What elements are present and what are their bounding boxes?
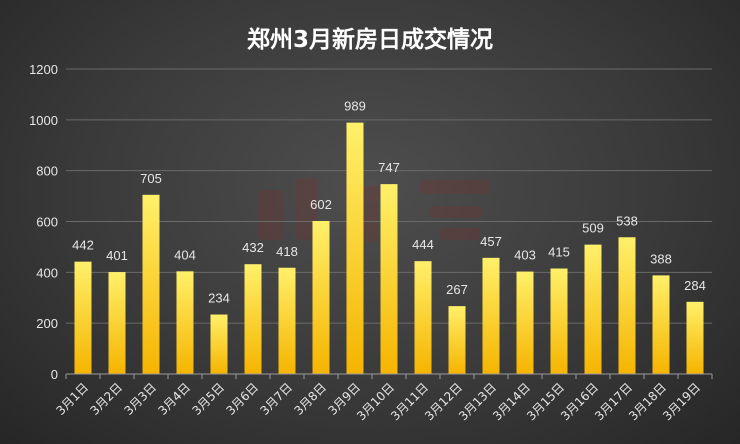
bar — [516, 271, 534, 374]
bar — [618, 237, 636, 374]
bar — [346, 122, 364, 374]
bar — [686, 301, 704, 374]
y-tick-label: 600 — [36, 215, 58, 230]
bar — [142, 194, 160, 374]
bar — [584, 244, 602, 374]
x-tick-label: 3月3日 — [121, 380, 159, 418]
y-tick-label: 800 — [36, 164, 58, 179]
bar — [108, 272, 126, 374]
y-axis-ticks: 0 200 400 600 800 1000 1200 — [29, 62, 58, 382]
x-axis: 3月1日3月2日3月3日3月4日3月5日3月6日3月7日3月8日3月9日3月10… — [53, 373, 713, 423]
x-tick-label: 3月1日 — [53, 380, 91, 418]
bar — [448, 306, 466, 374]
data-label: 388 — [650, 251, 672, 266]
data-label: 538 — [616, 213, 638, 228]
data-label: 705 — [140, 171, 162, 186]
y-tick-label: 1000 — [29, 113, 58, 128]
x-tick-label: 3月5日 — [189, 380, 227, 418]
x-tick-label: 3月7日 — [257, 380, 295, 418]
bar — [652, 275, 670, 374]
data-label: 418 — [276, 244, 298, 259]
bar — [550, 268, 568, 374]
data-label: 415 — [548, 245, 570, 260]
data-label: 432 — [242, 240, 264, 255]
data-label: 401 — [106, 248, 128, 263]
data-label: 442 — [72, 238, 94, 253]
x-tick-label: 3月19日 — [660, 380, 703, 423]
data-labels: 442 401 705 404 234 432 418 602 989 747 444 267 457 4… — [72, 99, 706, 306]
data-label: 284 — [684, 278, 706, 293]
x-tick-label: 3月2日 — [87, 380, 125, 418]
bar — [312, 220, 330, 374]
x-tick-label: 3月4日 — [155, 380, 193, 418]
data-label: 234 — [208, 291, 230, 306]
data-label: 444 — [412, 237, 434, 252]
data-label: 747 — [378, 160, 400, 175]
y-tick-label: 200 — [36, 316, 58, 331]
chart-title: 郑州3月新房日成交情况 — [247, 26, 493, 53]
bar — [380, 184, 398, 374]
bar — [278, 267, 296, 374]
bar — [176, 271, 194, 374]
bar — [414, 261, 432, 374]
x-tick-label: 3月8日 — [291, 380, 329, 418]
x-tick-label: 3月6日 — [223, 380, 261, 418]
data-label: 403 — [514, 248, 536, 263]
bar — [482, 257, 500, 374]
bar — [74, 261, 92, 374]
data-label: 602 — [310, 197, 332, 212]
data-label: 989 — [344, 99, 366, 114]
data-label: 267 — [446, 282, 468, 297]
y-tick-label: 1200 — [29, 62, 58, 77]
data-label: 404 — [174, 247, 196, 262]
bar — [244, 264, 262, 374]
y-tick-label: 0 — [51, 367, 58, 382]
y-tick-label: 400 — [36, 265, 58, 280]
watermark-logo — [258, 178, 490, 242]
data-label: 457 — [480, 234, 502, 249]
data-label: 509 — [582, 221, 604, 236]
bar — [210, 314, 228, 374]
bars — [74, 122, 704, 374]
